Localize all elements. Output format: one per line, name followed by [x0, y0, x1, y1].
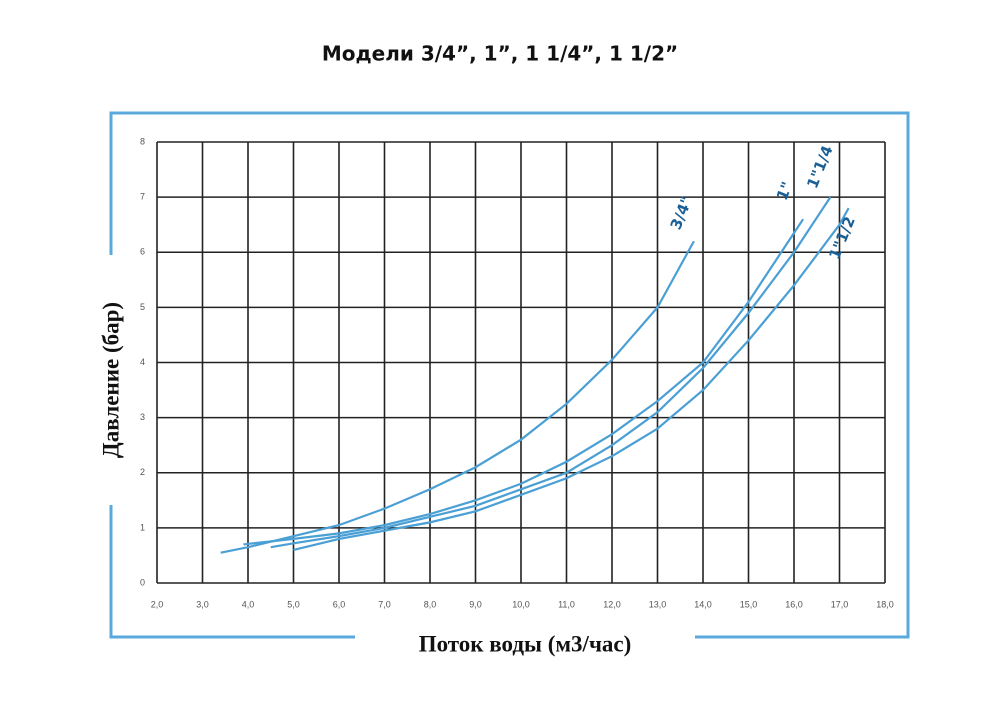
series-line — [293, 207, 850, 551]
x-tick-label: 11,0 — [558, 599, 575, 609]
x-tick-label: 10,0 — [512, 599, 530, 609]
x-tick-label: 3,0 — [196, 599, 209, 609]
x-tick-label: 15,0 — [740, 599, 758, 609]
series-line — [220, 240, 695, 554]
y-tick-label: 8 — [140, 136, 145, 146]
x-tick-label: 6,0 — [333, 599, 346, 609]
x-tick-label: 5,0 — [287, 599, 300, 609]
x-tick-label: 16,0 — [785, 599, 803, 609]
label-gap — [100, 255, 124, 505]
series-line — [243, 218, 805, 546]
y-tick-label: 0 — [140, 577, 145, 587]
x-tick-label: 7,0 — [378, 599, 391, 609]
y-tick-label: 1 — [140, 522, 145, 532]
label-gap — [355, 628, 695, 648]
series-label: 1" — [773, 179, 797, 203]
y-tick-label: 7 — [140, 192, 145, 202]
chart-title: Модели 3/4”, 1”, 1 1/4”, 1 1/2” — [322, 42, 678, 66]
series-label: 3/4" — [667, 194, 696, 232]
y-tick-label: 3 — [140, 412, 145, 422]
y-tick-label: 2 — [140, 467, 145, 477]
x-tick-label: 14,0 — [694, 599, 712, 609]
x-axis-label: Поток воды (м3/час) — [419, 631, 632, 656]
x-tick-label: 17,0 — [831, 599, 849, 609]
x-tick-label: 4,0 — [242, 599, 255, 609]
x-tick-label: 2,0 — [151, 599, 164, 609]
y-tick-label: 4 — [140, 357, 145, 367]
y-tick-label: 5 — [140, 302, 145, 312]
x-tick-label: 8,0 — [424, 599, 437, 609]
x-tick-label: 12,0 — [603, 599, 621, 609]
x-tick-label: 13,0 — [649, 599, 667, 609]
y-tick-label: 6 — [140, 247, 145, 257]
y-axis-label: Давление (бар) — [98, 302, 123, 458]
x-tick-label: 9,0 — [469, 599, 482, 609]
series-line — [270, 196, 832, 549]
series-label: 1"1/4 — [803, 143, 836, 191]
x-tick-label: 18,0 — [876, 599, 894, 609]
